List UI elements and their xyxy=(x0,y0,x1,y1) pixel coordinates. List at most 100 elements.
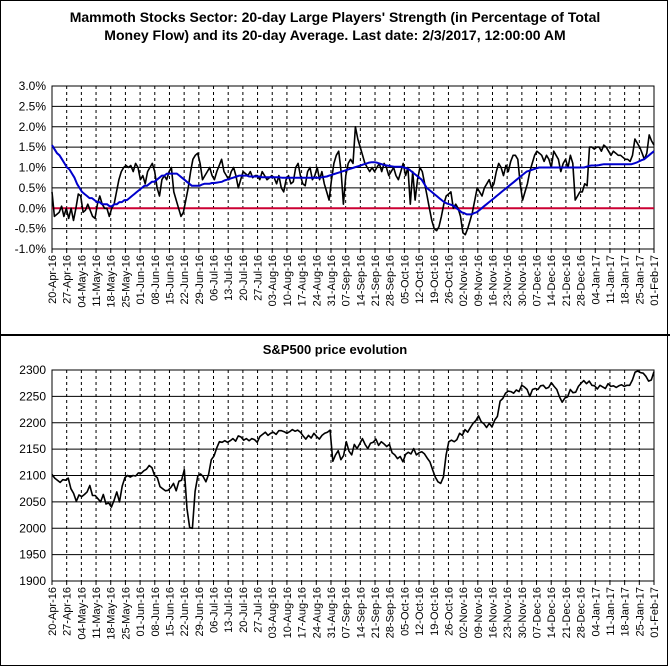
x-tick-label: 11-Jan-17 xyxy=(605,587,617,636)
x-tick-label: 25-Jan-17 xyxy=(634,255,646,305)
x-tick-label: 14-Dec-16 xyxy=(546,587,558,638)
x-tick-label: 18-May-16 xyxy=(106,255,118,308)
x-tick-label: 13-Jul-16 xyxy=(223,587,235,633)
x-tick-label: 28-Sep-16 xyxy=(385,255,397,306)
x-tick-label: 04-Jan-17 xyxy=(590,255,602,305)
x-tick-label: 17-Aug-16 xyxy=(297,255,309,306)
x-tick-label: 01-Jun-16 xyxy=(135,587,147,637)
x-tick-label: 31-Aug-16 xyxy=(326,255,338,306)
sp500-series-line xyxy=(51,370,655,530)
x-tick-label: 11-May-16 xyxy=(91,255,103,307)
x-tick-label: 26-Oct-16 xyxy=(443,587,455,636)
x-tick-label: 23-Nov-16 xyxy=(502,255,514,306)
x-tick-label: 27-Jul-16 xyxy=(253,255,265,301)
x-tick-label: 25-May-16 xyxy=(120,587,132,640)
x-tick-label: 29-Jun-16 xyxy=(194,587,206,637)
x-tick-label: 21-Dec-16 xyxy=(561,587,573,638)
y-tick-label: 2300 xyxy=(19,363,46,377)
y-tick-label: 2150 xyxy=(19,442,46,456)
x-tick-label: 30-Nov-16 xyxy=(517,587,529,638)
y-tick-label: 0.5% xyxy=(19,181,47,195)
plot-border xyxy=(51,85,655,250)
bottom-chart-title: S&P500 price evolution xyxy=(262,342,408,357)
y-tick-label: 1.0% xyxy=(19,161,47,175)
x-tick-label: 15-Jun-16 xyxy=(164,587,176,637)
x-tick-label: 01-Feb-17 xyxy=(649,255,661,306)
x-tick-label: 02-Nov-16 xyxy=(458,587,470,638)
top-chart-title-line2: Money Flow) and its 20-day Average. Last… xyxy=(104,27,566,43)
x-tick-label: 28-Dec-16 xyxy=(576,255,588,306)
x-tick-label: 18-May-16 xyxy=(106,587,118,640)
x-tick-label: 03-Aug-16 xyxy=(267,587,279,638)
x-tick-label: 11-May-16 xyxy=(91,587,103,639)
x-tick-label: 05-Oct-16 xyxy=(399,255,411,304)
x-tick-label: 13-Jul-16 xyxy=(223,255,235,301)
x-tick-label: 09-Nov-16 xyxy=(473,255,485,306)
x-tick-label: 27-Jul-16 xyxy=(253,587,265,633)
x-tick-label: 21-Dec-16 xyxy=(561,255,573,306)
y-tick-label: 2200 xyxy=(19,416,46,430)
y-tick-label: 0.0% xyxy=(19,201,47,215)
x-tick-label: 17-Aug-16 xyxy=(297,587,309,638)
x-tick-label: 07-Sep-16 xyxy=(341,587,353,638)
x-tick-label: 12-Oct-16 xyxy=(414,587,426,636)
y-tick-label: 2050 xyxy=(19,495,46,509)
x-tick-label: 22-Jun-16 xyxy=(179,255,191,305)
y-tick-label: 2000 xyxy=(19,521,46,535)
x-tick-label: 06-Jul-16 xyxy=(209,255,221,301)
x-tick-label: 01-Feb-17 xyxy=(649,587,661,638)
x-tick-label: 03-Aug-16 xyxy=(267,255,279,306)
x-tick-label: 20-Apr-16 xyxy=(47,587,59,636)
y-tick-label: 1900 xyxy=(19,574,46,588)
x-tick-label: 29-Jun-16 xyxy=(194,255,206,305)
y-tick-label: 2.5% xyxy=(19,99,47,113)
x-tick-label: 18-Jan-17 xyxy=(620,587,632,637)
y-tick-label: 1950 xyxy=(19,548,46,562)
x-tick-label: 22-Jun-16 xyxy=(179,587,191,637)
x-tick-label: 20-Jul-16 xyxy=(238,587,250,633)
x-tick-label: 24-Aug-16 xyxy=(311,587,323,638)
x-tick-label: 28-Sep-16 xyxy=(385,587,397,638)
y-tick-label: -1.0% xyxy=(15,242,47,256)
x-tick-label: 07-Dec-16 xyxy=(532,255,544,306)
x-tick-label: 10-Aug-16 xyxy=(282,255,294,306)
x-tick-label: 09-Nov-16 xyxy=(473,587,485,638)
x-tick-label: 05-Oct-16 xyxy=(399,587,411,636)
x-tick-label: 01-Jun-16 xyxy=(135,255,147,305)
x-tick-label: 20-Apr-16 xyxy=(47,255,59,304)
x-tick-label: 28-Dec-16 xyxy=(576,587,588,638)
x-tick-label: 12-Oct-16 xyxy=(414,255,426,304)
y-tick-label: 2100 xyxy=(19,469,46,483)
x-tick-label: 16-Nov-16 xyxy=(487,587,499,638)
y-tick-label: 1.5% xyxy=(19,140,47,154)
x-tick-label: 19-Oct-16 xyxy=(429,587,441,636)
x-tick-label: 04-Jan-17 xyxy=(590,587,602,637)
x-tick-label: 27-Apr-16 xyxy=(62,587,74,636)
x-tick-label: 25-Jan-17 xyxy=(634,587,646,637)
x-tick-label: 21-Sep-16 xyxy=(370,587,382,638)
panel-divider xyxy=(0,334,670,336)
x-tick-label: 02-Nov-16 xyxy=(458,255,470,306)
x-tick-label: 20-Jul-16 xyxy=(238,255,250,301)
y-tick-label: 3.0% xyxy=(19,79,47,93)
x-tick-label: 10-Aug-16 xyxy=(282,587,294,638)
x-tick-label: 08-Jun-16 xyxy=(150,587,162,637)
x-tick-label: 25-May-16 xyxy=(120,255,132,308)
x-tick-label: 14-Sep-16 xyxy=(355,255,367,306)
x-tick-label: 26-Oct-16 xyxy=(443,255,455,304)
x-tick-label: 24-Aug-16 xyxy=(311,255,323,306)
y-tick-label: 2250 xyxy=(19,389,46,403)
x-tick-label: 04-May-16 xyxy=(76,255,88,308)
x-tick-label: 16-Nov-16 xyxy=(487,255,499,306)
x-tick-label: 21-Sep-16 xyxy=(370,255,382,306)
x-tick-label: 07-Sep-16 xyxy=(341,255,353,306)
top-chart-title-line1: Mammoth Stocks Sector: 20-day Large Play… xyxy=(69,9,601,25)
x-tick-label: 07-Dec-16 xyxy=(532,587,544,638)
x-tick-label: 11-Jan-17 xyxy=(605,255,617,304)
y-tick-label: 2.0% xyxy=(19,120,47,134)
x-tick-label: 27-Apr-16 xyxy=(62,255,74,304)
x-tick-label: 14-Sep-16 xyxy=(355,587,367,638)
y-tick-label: -0.5% xyxy=(15,222,47,236)
